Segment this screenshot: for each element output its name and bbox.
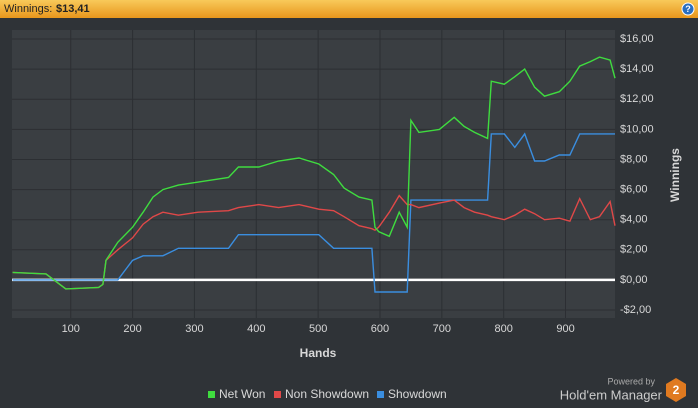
y-tick-label: $2,00 [620, 244, 648, 256]
help-icon-glyph: ? [685, 4, 691, 14]
brand-logo [666, 378, 686, 402]
header-value: $13,41 [56, 3, 90, 15]
y-tick-label: $16,00 [620, 33, 654, 45]
series-line [12, 56, 616, 290]
plot-area [12, 30, 615, 318]
y-tick-label: $12,00 [620, 93, 654, 105]
y-tick-label: $0,00 [620, 274, 648, 286]
y-tick-label: $10,00 [620, 123, 654, 135]
legend-label: Showdown [388, 387, 447, 401]
y-tick-label: $14,00 [620, 63, 654, 75]
y-tick-label: -$2,00 [620, 304, 651, 316]
x-tick-label: 200 [123, 323, 141, 335]
y-tick-label: $4,00 [620, 214, 648, 226]
x-tick-label: 400 [247, 323, 265, 335]
powered-by: Powered by [607, 376, 655, 386]
help-icon[interactable] [681, 2, 695, 16]
legend-swatch [208, 391, 215, 398]
x-tick-label: 800 [494, 323, 512, 335]
x-tick-label: 600 [371, 323, 389, 335]
x-tick-label: 300 [185, 323, 203, 335]
header-bar [0, 0, 698, 18]
y-axis-title: Winnings [668, 148, 682, 202]
legend-label: Net Won [219, 387, 265, 401]
brand-name: Hold'em Manager [560, 387, 663, 402]
x-tick-label: 900 [556, 323, 574, 335]
y-tick-label: $8,00 [620, 153, 648, 165]
x-tick-label: 500 [309, 323, 327, 335]
legend-swatch [377, 391, 384, 398]
legend-swatch [274, 391, 281, 398]
x-tick-label: 700 [433, 323, 451, 335]
brand-logo-text: 2 [673, 383, 680, 397]
x-axis-title: Hands [300, 346, 337, 360]
y-tick-label: $6,00 [620, 183, 648, 195]
x-tick-label: 100 [62, 323, 80, 335]
legend-label: Non Showdown [285, 387, 369, 401]
series-line [12, 132, 615, 293]
header-label: Winnings: [4, 3, 52, 15]
